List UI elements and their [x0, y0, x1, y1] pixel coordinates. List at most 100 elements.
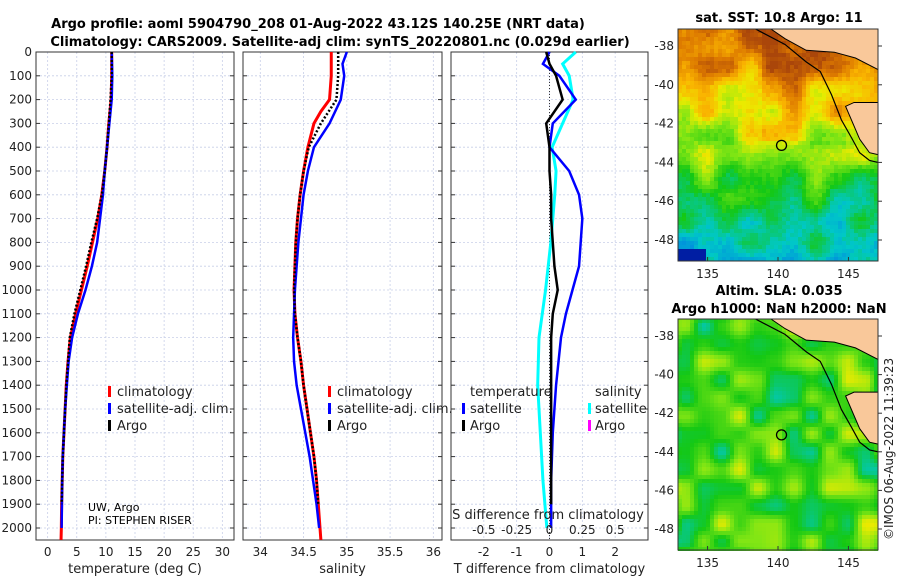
map-cell	[834, 93, 838, 97]
map-cell	[838, 375, 842, 379]
map-cell	[774, 105, 778, 109]
map-cell	[846, 371, 850, 375]
map-cell	[822, 69, 826, 73]
map-cell	[766, 217, 770, 221]
map-cell	[798, 129, 802, 133]
map-cell	[694, 221, 698, 225]
map-cell	[806, 169, 810, 173]
map-cell	[818, 347, 822, 351]
map-cell	[826, 173, 830, 177]
map-cell	[814, 427, 818, 431]
map-cell	[874, 451, 878, 455]
map-cell	[682, 363, 686, 367]
map-cell	[682, 455, 686, 459]
map-cell	[690, 129, 694, 133]
map-cell	[858, 73, 862, 77]
map-cell	[790, 193, 794, 197]
map-cell	[746, 367, 750, 371]
map-cell	[782, 459, 786, 463]
map-cell	[842, 173, 846, 177]
map-cell	[750, 249, 754, 253]
map-cell	[806, 363, 810, 367]
lat-tick-label: -44	[654, 155, 674, 169]
map-cell	[702, 455, 706, 459]
map-cell	[766, 335, 770, 339]
map-cell	[714, 391, 718, 395]
map-cell	[750, 391, 754, 395]
map-cell	[834, 153, 838, 157]
map-cell	[678, 327, 682, 331]
map-cell	[806, 101, 810, 105]
map-cell	[834, 423, 838, 427]
map-cell	[802, 197, 806, 201]
map-cell	[714, 53, 718, 57]
map-cell	[722, 201, 726, 205]
map-cell	[750, 399, 754, 403]
map-cell	[810, 407, 814, 411]
map-cell	[718, 375, 722, 379]
map-cell	[734, 229, 738, 233]
map-cell	[686, 379, 690, 383]
map-cell	[694, 125, 698, 129]
map-cell	[762, 379, 766, 383]
map-cell	[818, 209, 822, 213]
map-cell	[682, 133, 686, 137]
map-cell	[706, 245, 710, 249]
map-cell	[746, 419, 750, 423]
map-cell	[782, 379, 786, 383]
map-cell	[726, 81, 730, 85]
map-cell	[738, 205, 742, 209]
map-cell	[822, 125, 826, 129]
map-cell	[718, 93, 722, 97]
map-cell	[738, 61, 742, 65]
map-cell	[698, 213, 702, 217]
map-cell	[694, 383, 698, 387]
map-cell	[810, 185, 814, 189]
map-cell	[810, 53, 814, 57]
map-cell	[842, 101, 846, 105]
map-cell	[778, 197, 782, 201]
map-cell	[678, 383, 682, 387]
map-cell	[850, 193, 854, 197]
map-cell	[794, 185, 798, 189]
map-cell	[686, 225, 690, 229]
map-cell	[766, 245, 770, 249]
map-cell	[818, 351, 822, 355]
map-cell	[810, 201, 814, 205]
map-cell	[738, 89, 742, 93]
map-cell	[734, 133, 738, 137]
map-cell	[810, 371, 814, 375]
map-cell	[734, 157, 738, 161]
map-cell	[830, 245, 834, 249]
map-cell	[738, 351, 742, 355]
map-cell	[754, 331, 758, 335]
map-cell	[806, 89, 810, 93]
map-cell	[782, 363, 786, 367]
map-cell	[734, 363, 738, 367]
map-cell	[758, 113, 762, 117]
map-cell	[698, 347, 702, 351]
map-cell	[782, 217, 786, 221]
map-cell	[746, 157, 750, 161]
map-cell	[814, 145, 818, 149]
map-cell	[694, 57, 698, 61]
map-cell	[766, 81, 770, 85]
map-cell	[742, 431, 746, 435]
x-tick-label: 34	[253, 545, 268, 559]
map-cell	[742, 423, 746, 427]
map-cell	[770, 85, 774, 89]
map-cell	[734, 415, 738, 419]
map-cell	[766, 113, 770, 117]
map-cell	[678, 209, 682, 213]
map-cell	[786, 355, 790, 359]
map-cell	[850, 375, 854, 379]
map-cell	[702, 327, 706, 331]
map-cell	[850, 371, 854, 375]
map-cell	[762, 447, 766, 451]
map-cell	[714, 49, 718, 53]
map-cell	[706, 419, 710, 423]
difference-panel: -2 -1 0 1 2T difference from climatologytemp…	[450, 50, 649, 577]
map-cell	[742, 459, 746, 463]
map-cell	[786, 395, 790, 399]
map-cell	[702, 225, 706, 229]
